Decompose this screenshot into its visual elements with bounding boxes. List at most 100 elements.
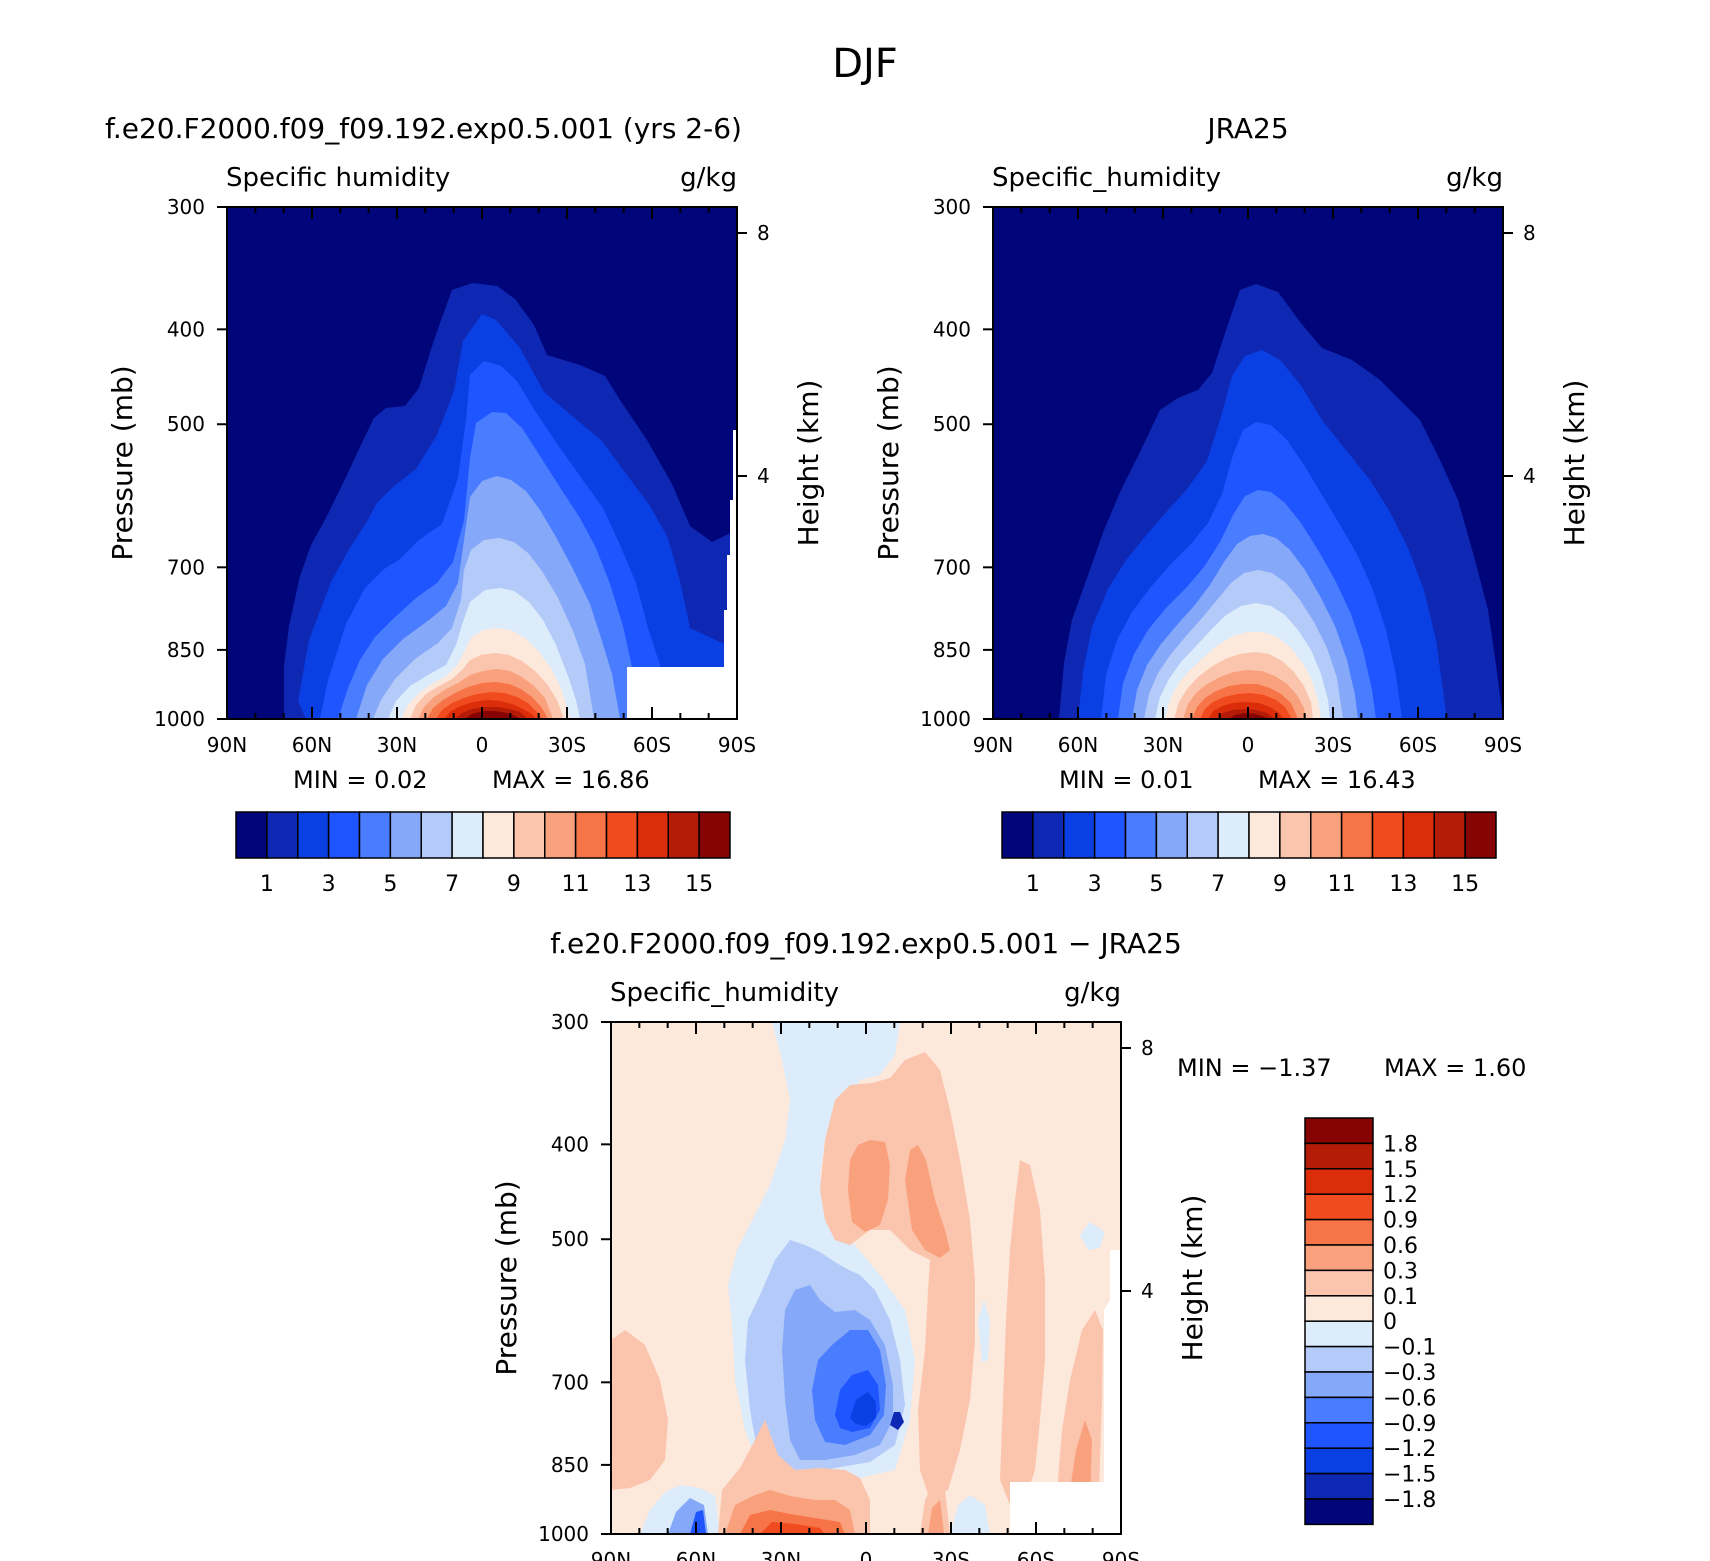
panel-obs-axes: 90N 60N 30N 0 30S 60S 90S 300 400 500 700 850 1000 8 4: [920, 195, 1536, 757]
colorbar-label: 0.9: [1383, 1209, 1418, 1234]
colorbar-swatch: [1304, 1269, 1374, 1297]
panel-model-title: f.e20.F2000.f09_f09.192.exp0.5.001 (yrs …: [105, 112, 742, 145]
colorbar-swatch: [420, 811, 453, 859]
colorbar-swatch: [1310, 811, 1343, 859]
colorbar-label: 9: [1273, 872, 1287, 897]
panel-diff-contours: [611, 1022, 1121, 1534]
y-tick-label: 400: [551, 1132, 589, 1156]
colorbar-label: −0.1: [1383, 1336, 1436, 1361]
x-tick-label: 30N: [761, 1548, 801, 1561]
panel-model-right-axis-title: Height (km): [792, 380, 825, 547]
y-tick-label: 850: [551, 1453, 589, 1477]
panel-diff-pos-east: [1000, 1160, 1045, 1505]
colorbar-label: 13: [623, 872, 651, 897]
colorbar-label: 7: [445, 872, 459, 897]
panel-model-band-15: [465, 711, 520, 719]
x-tick-label: 30N: [1143, 733, 1183, 757]
panel-obs-right-axis-title: Height (km): [1558, 380, 1591, 547]
panel-model-units-label: g/kg: [680, 163, 737, 193]
y-tick-label: 300: [167, 195, 205, 219]
colorbar-swatch: [1304, 1295, 1374, 1322]
colorbar-swatch: [1001, 811, 1034, 859]
panel-model-colorbar: 1 3 5 7 9 11 13 15: [235, 811, 731, 897]
colorbar-label: 3: [1088, 872, 1102, 897]
colorbar-label: −0.6: [1383, 1386, 1436, 1411]
x-tick-label: 30S: [932, 1548, 970, 1561]
panel-diff-right-axis-title: Height (km): [1176, 1195, 1209, 1362]
colorbar-swatch: [1304, 1244, 1374, 1272]
x-tick-label: 60N: [292, 733, 332, 757]
colorbar-swatch: [1304, 1117, 1374, 1145]
colorbar-label: 11: [1328, 872, 1356, 897]
y-right-tick-label: 8: [757, 221, 770, 245]
y-tick-label: 850: [167, 638, 205, 662]
colorbar-swatch: [1093, 811, 1127, 859]
colorbar-swatch: [544, 811, 577, 859]
colorbar-label: 1.8: [1383, 1132, 1418, 1157]
colorbar-label: 15: [1451, 872, 1479, 897]
colorbar-label: 0: [1383, 1310, 1397, 1335]
y-tick-label: 700: [933, 555, 971, 579]
colorbar-label: 1.5: [1383, 1158, 1418, 1183]
x-tick-label: 60N: [1058, 733, 1098, 757]
colorbar-swatch: [1032, 811, 1065, 859]
panel-obs-min-text: MIN = 0.01: [1059, 766, 1194, 794]
y-tick-label: 700: [551, 1370, 589, 1394]
colorbar-swatch: [235, 811, 268, 859]
panel-diff-y-axis-title: Pressure (mb): [490, 1180, 523, 1375]
y-tick-label: 300: [933, 195, 971, 219]
y-tick-label: 400: [933, 317, 971, 341]
panel-diff-title: f.e20.F2000.f09_f09.192.exp0.5.001 − JRA…: [550, 927, 1182, 960]
colorbar-label: 9: [507, 872, 521, 897]
colorbar-swatch: [1279, 811, 1312, 859]
panel-diff-min-text: MIN = −1.37: [1177, 1054, 1332, 1082]
panel-model-min-text: MIN = 0.02: [293, 766, 428, 794]
x-tick-label: 90N: [207, 733, 247, 757]
colorbar-swatch: [297, 811, 330, 859]
x-tick-label: 90N: [973, 733, 1013, 757]
panel-obs: JRA25 Specific_humidity g/kg 90N 60N 30N 0 3…: [872, 112, 1591, 897]
colorbar-label: −1.8: [1383, 1488, 1436, 1513]
colorbar-swatch: [1155, 811, 1188, 859]
colorbar-swatch: [1304, 1320, 1374, 1348]
colorbar-label: −1.2: [1383, 1437, 1436, 1462]
panel-model-missing-data-block: [627, 667, 737, 719]
colorbar-swatch: [1304, 1193, 1374, 1221]
colorbar-swatch: [1433, 811, 1466, 859]
colorbar-swatch: [1304, 1447, 1374, 1475]
colorbar-label: 0.1: [1383, 1285, 1418, 1310]
colorbar-swatch: [636, 811, 669, 859]
colorbar-swatch: [1304, 1142, 1374, 1170]
colorbar-label: 5: [1149, 872, 1163, 897]
y-tick-label: 1000: [920, 707, 971, 731]
x-tick-label: 60S: [1017, 1548, 1055, 1561]
y-tick-label: 850: [933, 638, 971, 662]
colorbar-swatch: [1304, 1345, 1374, 1373]
colorbar-swatch: [667, 811, 700, 859]
y-tick-label: 1000: [154, 707, 205, 731]
x-tick-label: 0: [860, 1548, 873, 1561]
panel-model-axes: 90N 60N 30N 0 30S 60S 90S 300 400 500 700 850 1000 8 4: [154, 195, 770, 757]
colorbar-swatch: [1340, 811, 1374, 859]
colorbar-label: 1: [1026, 872, 1040, 897]
y-tick-label: 700: [167, 555, 205, 579]
x-tick-label: 60S: [633, 733, 671, 757]
colorbar-swatch: [451, 811, 484, 859]
colorbar-swatch: [1063, 811, 1096, 859]
x-tick-label: 60S: [1399, 733, 1437, 757]
panel-model-variable-label: Specific humidity: [226, 163, 450, 193]
colorbar-swatch: [1304, 1498, 1374, 1526]
x-tick-label: 90S: [1484, 733, 1522, 757]
x-tick-label: 30S: [1314, 733, 1352, 757]
figure-title: DJF: [832, 41, 898, 87]
panel-obs-title: JRA25: [1205, 112, 1288, 145]
panel-obs-units-label: g/kg: [1446, 163, 1503, 193]
x-tick-label: 30N: [377, 733, 417, 757]
colorbar-label: 5: [383, 872, 397, 897]
panel-diff-pos-far-east: [1058, 1310, 1103, 1534]
y-tick-label: 1000: [538, 1522, 589, 1546]
colorbar-swatch: [1186, 811, 1219, 859]
colorbar-swatch: [1248, 811, 1281, 859]
colorbar-swatch: [1304, 1422, 1374, 1449]
